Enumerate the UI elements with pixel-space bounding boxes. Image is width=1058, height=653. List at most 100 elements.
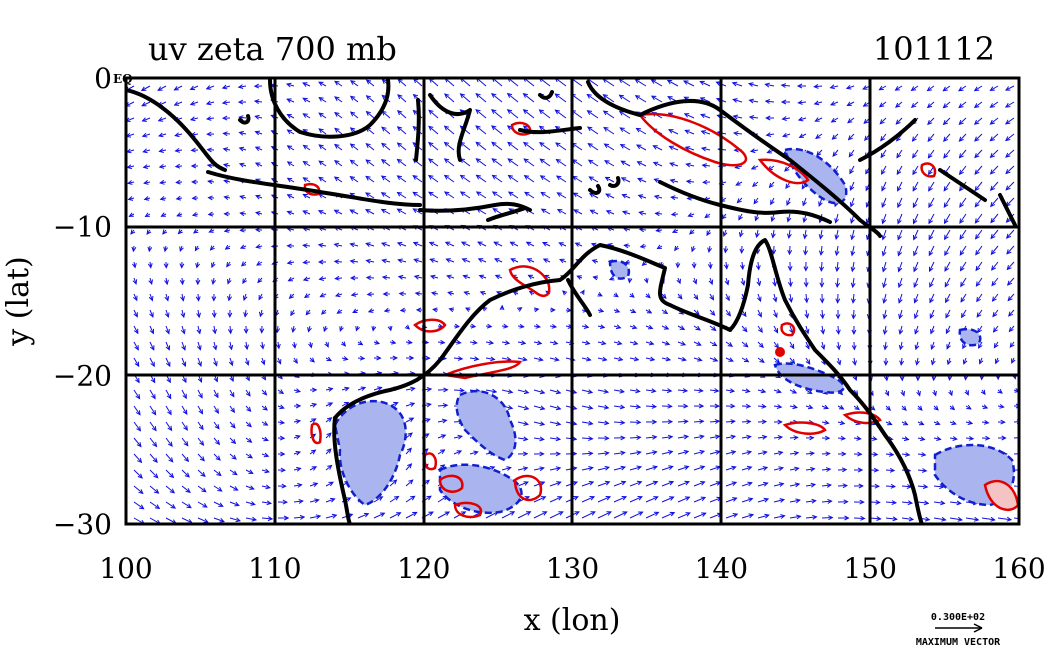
wind-vector (757, 451, 767, 455)
wind-vector-head (683, 419, 689, 425)
wind-vector-head (381, 94, 387, 100)
wind-vector-head (164, 279, 169, 286)
wind-vector-head (336, 309, 342, 314)
wind-vector-head (555, 451, 562, 457)
wind-vector-head (258, 311, 264, 318)
wind-vector-head (780, 99, 787, 105)
wind-vector-head (959, 266, 965, 272)
wind-vector-head (279, 404, 285, 410)
wind-vector-head (159, 196, 166, 201)
wind-vector-head (571, 421, 578, 426)
wind-vector (366, 243, 375, 247)
wind-vector (533, 511, 547, 519)
wind-vector (539, 142, 551, 151)
wind-vector-head (810, 482, 817, 488)
wind-vector (677, 512, 691, 519)
wind-vector-head (133, 328, 139, 335)
wind-vector (556, 175, 567, 183)
wind-vector-head (899, 360, 905, 366)
wind-vector (492, 208, 503, 215)
wind-vector-head (198, 424, 204, 431)
wind-vector-head (224, 244, 231, 250)
wind-vector (990, 117, 999, 125)
wind-vector-head (239, 195, 245, 200)
wind-vector-head (147, 263, 153, 269)
wind-vector-head (227, 328, 233, 335)
wind-vector (587, 110, 599, 119)
wind-vector-head (276, 359, 282, 365)
wind-vector (507, 93, 519, 103)
wind-vector (350, 95, 359, 103)
wind-vector-head (242, 295, 248, 302)
wind-vector (613, 466, 626, 471)
wind-vector-head (295, 388, 301, 393)
wind-vector (757, 436, 767, 439)
wind-vector-head (750, 165, 757, 170)
wind-vector (741, 357, 749, 363)
wind-vector-head (180, 329, 186, 335)
wind-vector (789, 357, 795, 364)
wind-vector-head (637, 177, 643, 183)
wind-vector-head (898, 313, 903, 320)
wind-vector-head (974, 202, 980, 208)
wind-vector (741, 451, 752, 455)
wind-vector-head (989, 169, 995, 175)
wind-vector-head (974, 136, 980, 142)
wind-vector-head (882, 298, 888, 304)
wind-vector (287, 114, 295, 119)
wind-vector-head (928, 202, 933, 209)
wind-vector-head (503, 323, 509, 329)
wind-vector-head (592, 275, 598, 281)
wind-vector-head (742, 327, 748, 333)
wind-vector-head (930, 359, 936, 366)
wind-vector (325, 417, 332, 423)
wind-vector (413, 78, 423, 87)
wind-vector-head (184, 456, 190, 463)
wind-vector-head (852, 360, 857, 366)
wind-vector-head (910, 86, 917, 92)
wind-vector-head (520, 340, 527, 346)
wind-vector-head (946, 344, 951, 350)
wind-vector (444, 158, 455, 167)
wind-vector (661, 466, 673, 471)
wind-vector (677, 466, 689, 471)
wind-vector (213, 453, 221, 461)
wind-vector (350, 176, 359, 183)
wind-vector (741, 389, 750, 392)
wind-vector-head (623, 243, 629, 249)
wind-vector (350, 209, 359, 215)
wind-vector-head (897, 234, 902, 241)
coastline-sulawesi (414, 93, 472, 162)
wind-vector-head (214, 408, 220, 414)
wind-vector (437, 449, 445, 455)
wind-vector (917, 485, 928, 488)
wind-vector-head (538, 109, 544, 115)
wind-vector-head (752, 182, 758, 188)
wind-vector (165, 517, 177, 524)
wind-vector-head (475, 174, 481, 180)
x-tick-label: 110 (248, 552, 301, 585)
wind-vector-head (428, 241, 435, 247)
wind-vector (365, 209, 375, 215)
wind-vector (479, 275, 487, 279)
wind-vector-head (755, 265, 761, 271)
wind-vector-head (633, 356, 640, 362)
wind-vector-head (260, 359, 266, 366)
wind-vector-head (929, 282, 934, 288)
wind-vector-head (396, 126, 403, 132)
wind-vector-head (621, 193, 627, 199)
wind-vector (222, 101, 231, 104)
wind-vector-head (349, 176, 355, 181)
wind-vector (789, 452, 799, 455)
wind-vector-head (882, 282, 887, 289)
wind-vector-head (682, 388, 689, 393)
wind-vector (581, 357, 591, 361)
wind-vector-head (558, 242, 564, 247)
wind-vector (293, 500, 303, 503)
wind-vector (709, 466, 721, 471)
wind-vector-head (883, 360, 889, 367)
wind-vector (604, 160, 615, 167)
wind-vector-head (491, 125, 497, 131)
wind-vector-head (636, 450, 642, 456)
wind-vector (782, 117, 791, 120)
